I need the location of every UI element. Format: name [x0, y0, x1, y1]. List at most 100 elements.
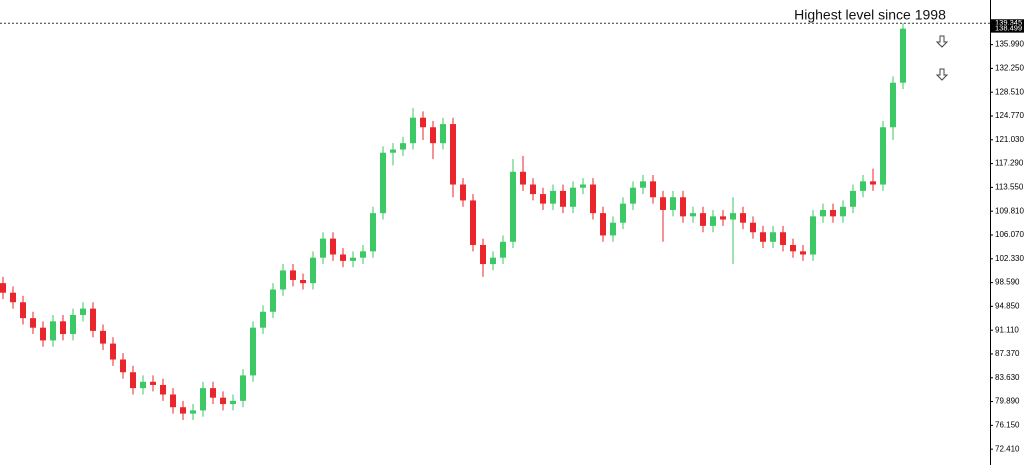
candle-body [510, 171, 516, 242]
candle-body [540, 194, 546, 204]
y-tick-label: 98.590 [995, 278, 1020, 287]
candle-body [70, 314, 76, 335]
candle-body [380, 152, 386, 214]
y-tick-label: 94.850 [995, 301, 1020, 310]
candle-body [110, 343, 116, 360]
candle-body [160, 384, 166, 395]
y-tick-label: 83.630 [995, 373, 1020, 382]
candle-body [80, 308, 86, 315]
y-tick-label: 102.330 [995, 254, 1024, 263]
price-label-box [991, 19, 1024, 28]
candle-body [210, 388, 216, 398]
candle-body [390, 149, 396, 153]
candle-body [300, 279, 306, 284]
candle-body [810, 216, 816, 255]
candle-body [200, 388, 206, 411]
candle-body [710, 216, 716, 226]
candle-body [250, 327, 256, 376]
candle-body [320, 238, 326, 258]
candle-body [370, 213, 376, 252]
candle-body [50, 321, 56, 341]
candle-body [520, 171, 526, 185]
candle-body [350, 257, 356, 261]
candle-body [480, 244, 486, 265]
candle-body [820, 209, 826, 217]
price-label-box [991, 24, 1024, 33]
candle-body [750, 222, 756, 233]
candle-body [600, 213, 606, 236]
candle-body [60, 321, 66, 335]
candle-body [500, 241, 506, 258]
candle-body [20, 302, 26, 319]
candle-body [830, 209, 836, 217]
annotation: Highest level since 1998 [794, 7, 946, 23]
candle-body [290, 270, 296, 280]
candle-body [560, 190, 566, 207]
candle-body [670, 197, 676, 210]
y-tick-label: 113.550 [995, 182, 1024, 191]
candle-body [700, 213, 706, 226]
price-label: 138.499 [995, 24, 1022, 33]
y-tick-label: 132.250 [995, 64, 1024, 73]
candle-body [450, 124, 456, 185]
candle-body [870, 181, 876, 185]
candle-body [650, 181, 656, 198]
candle-body [100, 330, 106, 344]
y-tick-label: 79.890 [995, 397, 1020, 406]
y-tick-label: 128.510 [995, 87, 1024, 96]
candle-body [420, 117, 426, 128]
candle-body [120, 359, 126, 373]
y-tick-label: 91.110 [995, 325, 1019, 334]
candle-body [790, 244, 796, 252]
candle-body [140, 381, 146, 389]
candle-body [400, 143, 406, 150]
candle-body [440, 124, 446, 144]
candle-body [280, 270, 286, 290]
y-tick-label: 106.070 [995, 230, 1024, 239]
candle-body [570, 187, 576, 207]
candle-body [580, 184, 586, 188]
candle-body [620, 203, 626, 223]
candle-body [410, 117, 416, 144]
candle-body [150, 381, 156, 385]
y-tick-label: 124.770 [995, 111, 1024, 120]
candle-body [130, 372, 136, 389]
candle-body [270, 289, 276, 312]
candle-body [900, 28, 906, 83]
candle-body [850, 190, 856, 207]
candle-body [310, 257, 316, 284]
candle-body [190, 410, 196, 414]
candle-body [630, 187, 636, 204]
y-tick-label: 76.150 [995, 420, 1020, 429]
candle-body [470, 200, 476, 245]
candle-body [840, 206, 846, 217]
candle-body [240, 375, 246, 401]
candle-body [860, 181, 866, 191]
y-tick-label: 135.990 [995, 40, 1024, 49]
y-tick-label: 121.030 [995, 135, 1024, 144]
candle-body [680, 197, 686, 217]
candle-body [640, 181, 646, 188]
candle-body [780, 232, 786, 245]
candle-body [800, 251, 806, 255]
candle-body [660, 197, 666, 210]
candle-body [260, 311, 266, 328]
candle-body [180, 407, 186, 414]
y-tick-label: 72.410 [995, 444, 1020, 453]
candle-body [360, 251, 366, 258]
y-tick-label: 87.370 [995, 349, 1020, 358]
candle-body [30, 318, 36, 328]
arrow-icon [935, 35, 949, 81]
candle-body [460, 184, 466, 201]
y-tick-label: 109.810 [995, 206, 1024, 215]
candle-body [430, 127, 436, 144]
candle-body [490, 257, 496, 265]
candle-body [730, 213, 736, 220]
candle-body [340, 254, 346, 261]
candle-body [740, 213, 746, 223]
candle-body [170, 394, 176, 408]
candle-body [0, 283, 6, 293]
candle-body [720, 216, 726, 220]
candle-body [890, 82, 896, 128]
